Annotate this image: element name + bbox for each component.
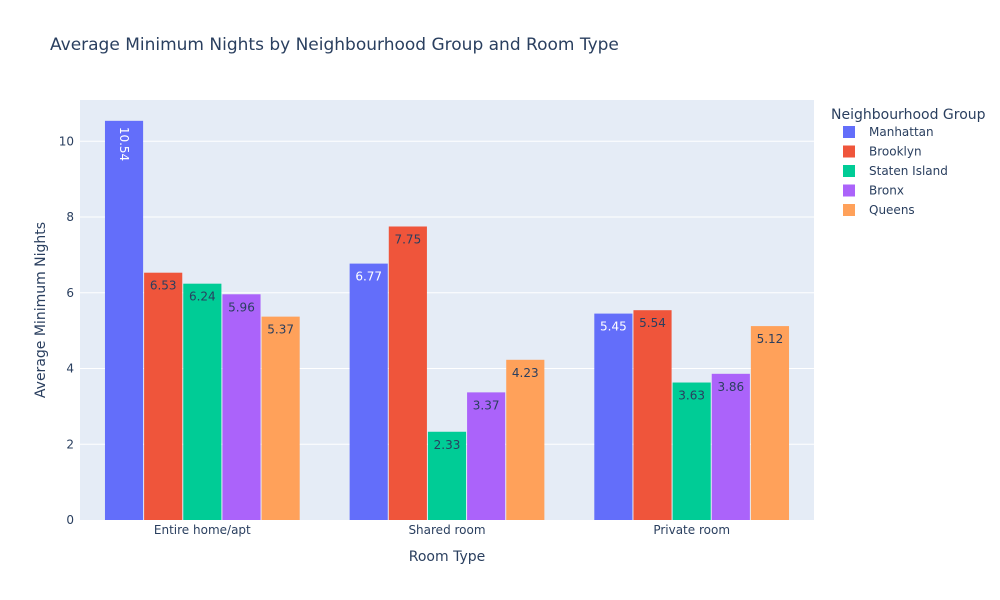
y-axis-title: Average Minimum Nights — [33, 222, 49, 398]
bar — [750, 326, 790, 520]
bar-data-label: 6.24 — [189, 290, 216, 304]
bar-data-label: 4.23 — [512, 366, 539, 380]
bar — [261, 316, 300, 520]
bar-data-label: 5.96 — [228, 300, 255, 314]
x-axis-ticks: Entire home/apt Shared room Private room — [154, 523, 730, 537]
bar — [672, 382, 711, 520]
legend-item-label: Manhattan — [869, 125, 934, 139]
legend-swatch — [843, 184, 855, 197]
bar-data-label: 7.75 — [394, 232, 421, 246]
y-tick-label: 10 — [59, 134, 74, 148]
bar-data-label: 3.37 — [473, 398, 500, 412]
legend-item-label: Bronx — [869, 184, 904, 198]
legend-item-label: Staten Island — [869, 164, 948, 178]
bar-data-label: 6.77 — [355, 270, 382, 284]
x-tick-label: Shared room — [408, 523, 485, 537]
bars: 10.54 6.53 6.24 5.96 5.37 6.77 7.75 2.33 3.37 4.2… — [104, 120, 790, 520]
chart-title: Average Minimum Nights by Neighbourhood … — [50, 35, 619, 55]
bar — [467, 392, 506, 520]
x-axis-title: Room Type — [409, 549, 485, 565]
x-tick-label: Entire home/apt — [154, 523, 251, 537]
bar — [427, 431, 467, 520]
legend-item-label: Queens — [869, 203, 915, 217]
legend-swatch — [843, 165, 855, 177]
bar — [594, 313, 633, 520]
legend-swatch — [843, 126, 855, 138]
bar-data-label: 3.86 — [717, 380, 744, 394]
bar-data-label: 5.37 — [267, 323, 294, 337]
y-axis-ticks: 0 2 4 6 8 10 — [59, 134, 74, 527]
bar-data-label: 5.54 — [639, 316, 666, 330]
x-tick-label: Private room — [653, 523, 730, 537]
bar — [349, 263, 388, 520]
y-tick-label: 6 — [66, 286, 74, 300]
bar — [633, 310, 672, 520]
bar-data-label: 5.12 — [757, 332, 784, 346]
legend-title: Neighbourhood Group — [831, 107, 986, 123]
bar — [388, 226, 427, 520]
legend-swatch — [843, 204, 855, 216]
bar-data-label: 6.53 — [150, 279, 177, 293]
bar — [711, 373, 750, 520]
y-tick-label: 0 — [66, 513, 74, 527]
bar-data-label: 5.45 — [600, 320, 627, 334]
bar — [144, 272, 183, 520]
y-tick-label: 8 — [66, 210, 74, 224]
bar-data-label: 3.63 — [678, 389, 705, 403]
y-tick-label: 2 — [66, 437, 74, 451]
bar — [222, 294, 261, 520]
bar — [104, 120, 144, 520]
legend-swatch — [843, 145, 855, 158]
legend: Neighbourhood Group Manhattan Brooklyn Sta… — [831, 107, 986, 217]
bar — [506, 359, 545, 520]
bar — [183, 283, 222, 520]
bar-data-label: 10.54 — [117, 127, 131, 161]
legend-item-label: Brooklyn — [869, 145, 922, 159]
bar-data-label: 2.33 — [434, 438, 461, 452]
y-tick-label: 4 — [66, 362, 74, 376]
